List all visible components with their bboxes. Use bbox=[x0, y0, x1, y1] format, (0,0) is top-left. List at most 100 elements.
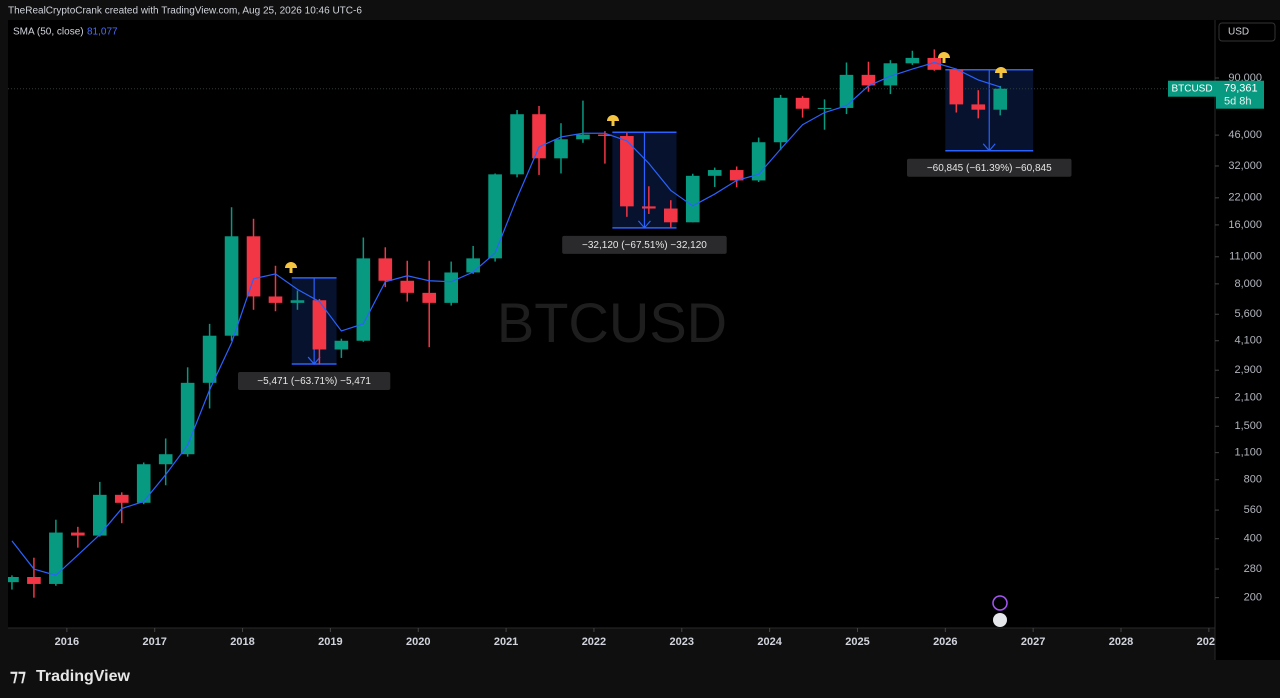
candle-body bbox=[993, 88, 1008, 110]
x-tick-label: 2020 bbox=[406, 636, 430, 648]
x-tick-label: 2024 bbox=[757, 636, 782, 648]
y-tick-label: 22,000 bbox=[1228, 192, 1262, 204]
event-icon[interactable] bbox=[992, 595, 1008, 611]
measure-arrowhead bbox=[307, 356, 321, 365]
x-tick-label: 2028 bbox=[1109, 636, 1133, 648]
y-tick-label: 8,000 bbox=[1234, 278, 1262, 290]
icons bbox=[285, 52, 1008, 627]
candle-body bbox=[202, 335, 217, 383]
candle-body bbox=[312, 300, 327, 350]
plot bbox=[8, 49, 1215, 598]
measure-arrowhead bbox=[637, 220, 651, 229]
candle-body bbox=[685, 175, 700, 223]
candle-body bbox=[378, 258, 393, 281]
x-tick-label: 2026 bbox=[933, 636, 957, 648]
brand: TradingView bbox=[36, 668, 131, 685]
marker-icon bbox=[607, 115, 619, 126]
candle-body bbox=[663, 208, 678, 223]
y-tick-label: 1,100 bbox=[1234, 447, 1262, 459]
candle-body bbox=[268, 296, 283, 303]
measure-label: −5,471 (−63.71%) −5,471 bbox=[257, 376, 371, 387]
price-tag-symbol: BTCUSD bbox=[1171, 83, 1212, 94]
candle-body bbox=[642, 206, 656, 209]
measure-label: −32,120 (−67.51%) −32,120 bbox=[582, 240, 707, 251]
candle-body bbox=[576, 134, 590, 140]
candle-body bbox=[927, 57, 942, 70]
y-tick-label: 46,000 bbox=[1228, 129, 1262, 141]
candle-body bbox=[620, 136, 634, 207]
candle-body bbox=[444, 272, 458, 303]
candle-body bbox=[949, 69, 964, 105]
candle-body bbox=[729, 170, 744, 181]
y-tick-label: 32,000 bbox=[1228, 160, 1262, 172]
candle-body bbox=[773, 97, 788, 143]
x-tick-label: 2025 bbox=[845, 636, 869, 648]
currency: USD bbox=[1228, 27, 1249, 38]
x-tick-label: 2023 bbox=[670, 636, 694, 648]
x-tick-label: 2016 bbox=[55, 636, 79, 648]
y-tick-label: 11,000 bbox=[1229, 251, 1262, 263]
watermark: BTCUSD bbox=[497, 291, 727, 354]
candle-body bbox=[861, 74, 876, 86]
x-tick-label: 2022 bbox=[582, 636, 606, 648]
candle-body bbox=[180, 382, 195, 455]
y-tick-label: 1,500 bbox=[1234, 420, 1262, 432]
y-tick-label: 280 bbox=[1244, 563, 1262, 575]
candle-body bbox=[224, 236, 239, 336]
y-tick-label: 4,100 bbox=[1234, 335, 1262, 347]
y-tick-label: 800 bbox=[1244, 474, 1262, 486]
measure-arrowhead bbox=[982, 143, 996, 152]
x-tick-label: 2019 bbox=[318, 636, 342, 648]
x-tick-label: 2021 bbox=[494, 636, 518, 648]
measure-label-bg bbox=[906, 158, 1072, 177]
candle-body bbox=[400, 280, 415, 293]
y-tick-label: 400 bbox=[1244, 533, 1262, 545]
candle-body bbox=[466, 258, 480, 273]
measure-label-bg bbox=[562, 235, 727, 254]
brand-mark: ⁊⁊ bbox=[10, 668, 26, 685]
indicator-value: 81,077 bbox=[87, 27, 118, 38]
price-tag-value: 79,361 bbox=[1224, 83, 1258, 95]
candle-body bbox=[488, 174, 502, 259]
candle-body bbox=[839, 74, 854, 108]
currency-button[interactable] bbox=[1218, 22, 1276, 42]
measure-label: −60,845 (−61.39%) −60,845 bbox=[927, 163, 1052, 174]
candle-body bbox=[356, 258, 371, 341]
y-tick-label: 2,900 bbox=[1234, 364, 1262, 376]
candle-body bbox=[8, 576, 19, 583]
y-tick-label: 5,600 bbox=[1234, 308, 1262, 320]
x-tick-label: 2018 bbox=[230, 636, 254, 648]
y-tick-label: 2,100 bbox=[1234, 392, 1262, 404]
candle-body bbox=[71, 532, 85, 536]
price-axis bbox=[1215, 20, 1280, 660]
marker-icon bbox=[285, 262, 297, 273]
price-tag-symbol-bg bbox=[1168, 80, 1216, 97]
sma-line bbox=[11, 61, 1001, 577]
candle-body bbox=[158, 454, 173, 465]
x-tick-label: 2017 bbox=[142, 636, 166, 648]
event-icon[interactable] bbox=[993, 613, 1007, 627]
candle-body bbox=[92, 494, 107, 536]
x-tick-label: 2027 bbox=[1021, 636, 1045, 648]
candle-body bbox=[971, 104, 986, 110]
candle-body bbox=[795, 97, 810, 109]
measure-label-bg bbox=[237, 372, 391, 391]
candle-body bbox=[817, 107, 832, 109]
price-tag-countdown: 5d 8h bbox=[1224, 96, 1252, 108]
credit: TheRealCryptoCrank created with TradingV… bbox=[8, 6, 362, 17]
candle-body bbox=[49, 532, 63, 584]
candle-body bbox=[136, 464, 151, 503]
indicator-name: SMA (50, close) bbox=[13, 27, 84, 38]
candle-body bbox=[290, 300, 305, 303]
marker-icon bbox=[995, 67, 1007, 78]
y-tick-label: 16,000 bbox=[1228, 219, 1262, 231]
candle-body bbox=[883, 63, 898, 86]
x-tick-label: 2029 bbox=[1197, 636, 1221, 648]
candle-body bbox=[532, 114, 546, 159]
candle-body bbox=[905, 57, 920, 64]
marker-icon bbox=[938, 52, 950, 63]
candle-body bbox=[422, 292, 437, 303]
y-tick-label: 200 bbox=[1244, 592, 1262, 604]
